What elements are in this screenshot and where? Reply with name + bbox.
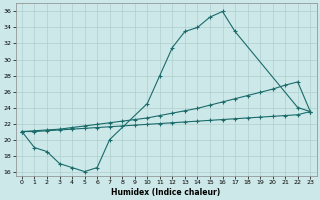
X-axis label: Humidex (Indice chaleur): Humidex (Indice chaleur) [111, 188, 221, 197]
